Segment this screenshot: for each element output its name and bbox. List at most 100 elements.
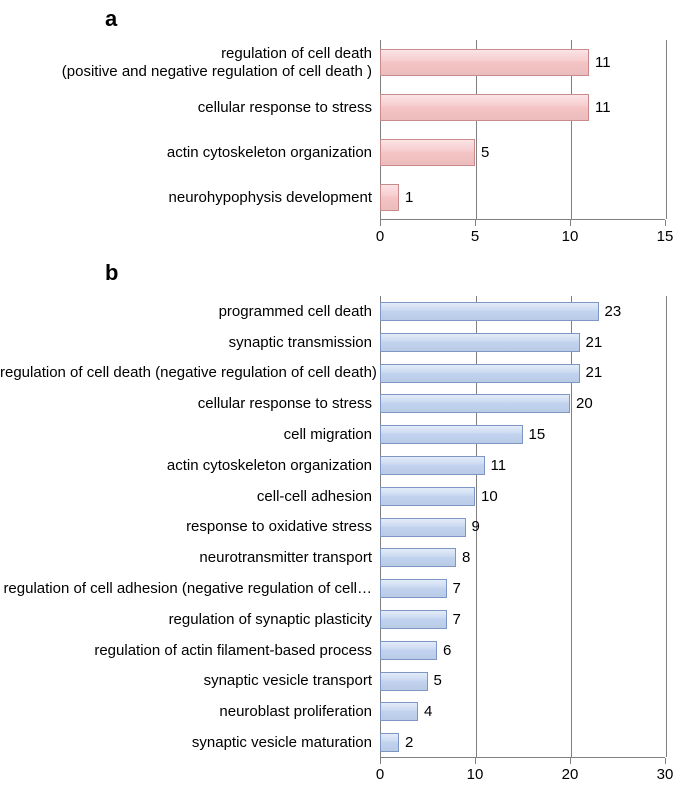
category-label: cellular response to stress xyxy=(0,99,372,116)
category-label-line: response to oxidative stress xyxy=(0,518,372,535)
bar xyxy=(380,548,456,567)
category-label-line: regulation of actin filament-based proce… xyxy=(0,642,372,659)
category-label: regulation of cell adhesion (negative re… xyxy=(0,580,372,597)
x-tick-label: 0 xyxy=(376,766,384,783)
category-label-line: neuroblast proliferation xyxy=(0,703,372,720)
category-label-line: synaptic transmission xyxy=(0,334,372,351)
category-label: regulation of synaptic plasticity xyxy=(0,611,372,628)
bar-value-label: 7 xyxy=(453,611,461,628)
bar xyxy=(380,579,447,598)
x-tick-label: 15 xyxy=(657,228,674,245)
category-label-line: neurotransmitter transport xyxy=(0,549,372,566)
category-label-line: neurohypophysis development xyxy=(0,189,372,206)
bar-value-label: 4 xyxy=(424,703,432,720)
bar xyxy=(380,94,589,121)
bar-value-label: 2 xyxy=(405,734,413,751)
bar-gloss xyxy=(381,95,588,120)
category-label-line: regulation of cell death xyxy=(0,45,372,62)
category-label-line: programmed cell death xyxy=(0,303,372,320)
category-label-line: cell-cell adhesion xyxy=(0,488,372,505)
bar xyxy=(380,425,523,444)
bar xyxy=(380,672,428,691)
category-label: neurotransmitter transport xyxy=(0,549,372,566)
x-tick-label: 10 xyxy=(467,766,484,783)
bar xyxy=(380,394,570,413)
bar xyxy=(380,518,466,537)
bar-gloss xyxy=(381,140,474,165)
bar-gloss xyxy=(381,580,446,597)
bar xyxy=(380,733,399,752)
bar-gloss xyxy=(381,519,465,536)
bar-gloss xyxy=(381,185,398,210)
bar-gloss xyxy=(381,734,398,751)
bar xyxy=(380,456,485,475)
x-tick-label: 20 xyxy=(562,766,579,783)
bar-value-label: 21 xyxy=(586,334,603,351)
bar-value-label: 7 xyxy=(453,580,461,597)
x-tick xyxy=(665,220,666,226)
bar-gloss xyxy=(381,334,579,351)
bar xyxy=(380,184,399,211)
gridline xyxy=(666,40,667,219)
bar-value-label: 9 xyxy=(472,518,480,535)
category-label: synaptic vesicle maturation xyxy=(0,734,372,751)
category-label: actin cytoskeleton organization xyxy=(0,144,372,161)
category-label-line: regulation of cell death (negative regul… xyxy=(0,364,372,381)
category-label-line: (positive and negative regulation of cel… xyxy=(0,63,372,80)
category-label: synaptic vesicle transport xyxy=(0,672,372,689)
bar xyxy=(380,333,580,352)
category-label-line: regulation of synaptic plasticity xyxy=(0,611,372,628)
bar-gloss xyxy=(381,395,569,412)
category-label: synaptic transmission xyxy=(0,334,372,351)
x-tick xyxy=(665,758,666,764)
x-tick xyxy=(570,220,571,226)
bar xyxy=(380,302,599,321)
bar-value-label: 20 xyxy=(576,395,593,412)
category-label: cell-cell adhesion xyxy=(0,488,372,505)
bar-gloss xyxy=(381,549,455,566)
category-label: actin cytoskeleton organization xyxy=(0,457,372,474)
bar-gloss xyxy=(381,365,579,382)
bar-value-label: 23 xyxy=(605,303,622,320)
bar-gloss xyxy=(381,673,427,690)
x-tick xyxy=(380,758,381,764)
bar-value-label: 15 xyxy=(529,426,546,443)
bar-value-label: 6 xyxy=(443,642,451,659)
category-label: programmed cell death xyxy=(0,303,372,320)
bar-gloss xyxy=(381,303,598,320)
panel-label-panelB: b xyxy=(105,260,118,286)
category-label-line: synaptic vesicle maturation xyxy=(0,734,372,751)
category-label: cellular response to stress xyxy=(0,395,372,412)
x-tick xyxy=(475,758,476,764)
category-label-line: actin cytoskeleton organization xyxy=(0,457,372,474)
bar-value-label: 11 xyxy=(491,457,507,474)
bar-value-label: 1 xyxy=(405,189,413,206)
gridline xyxy=(666,296,667,757)
bar xyxy=(380,487,475,506)
category-label-line: regulation of cell adhesion (negative re… xyxy=(0,580,372,597)
x-tick xyxy=(380,220,381,226)
category-label: response to oxidative stress xyxy=(0,518,372,535)
bar-gloss xyxy=(381,426,522,443)
x-tick xyxy=(475,220,476,226)
category-label: neurohypophysis development xyxy=(0,189,372,206)
x-tick xyxy=(570,758,571,764)
category-label-line: cellular response to stress xyxy=(0,395,372,412)
bar-value-label: 5 xyxy=(434,672,442,689)
bar-gloss xyxy=(381,488,474,505)
category-label-line: synaptic vesicle transport xyxy=(0,672,372,689)
bar xyxy=(380,139,475,166)
category-label: regulation of actin filament-based proce… xyxy=(0,642,372,659)
bar-value-label: 10 xyxy=(481,488,498,505)
category-label: regulation of cell death (negative regul… xyxy=(0,364,372,381)
bar-value-label: 11 xyxy=(595,99,611,116)
category-label: cell migration xyxy=(0,426,372,443)
bar-gloss xyxy=(381,50,588,75)
x-tick-label: 5 xyxy=(471,228,479,245)
bar xyxy=(380,702,418,721)
category-label: neuroblast proliferation xyxy=(0,703,372,720)
bar-gloss xyxy=(381,642,436,659)
bar-gloss xyxy=(381,611,446,628)
panel-label-panelA: a xyxy=(105,6,117,32)
x-tick-label: 10 xyxy=(562,228,579,245)
